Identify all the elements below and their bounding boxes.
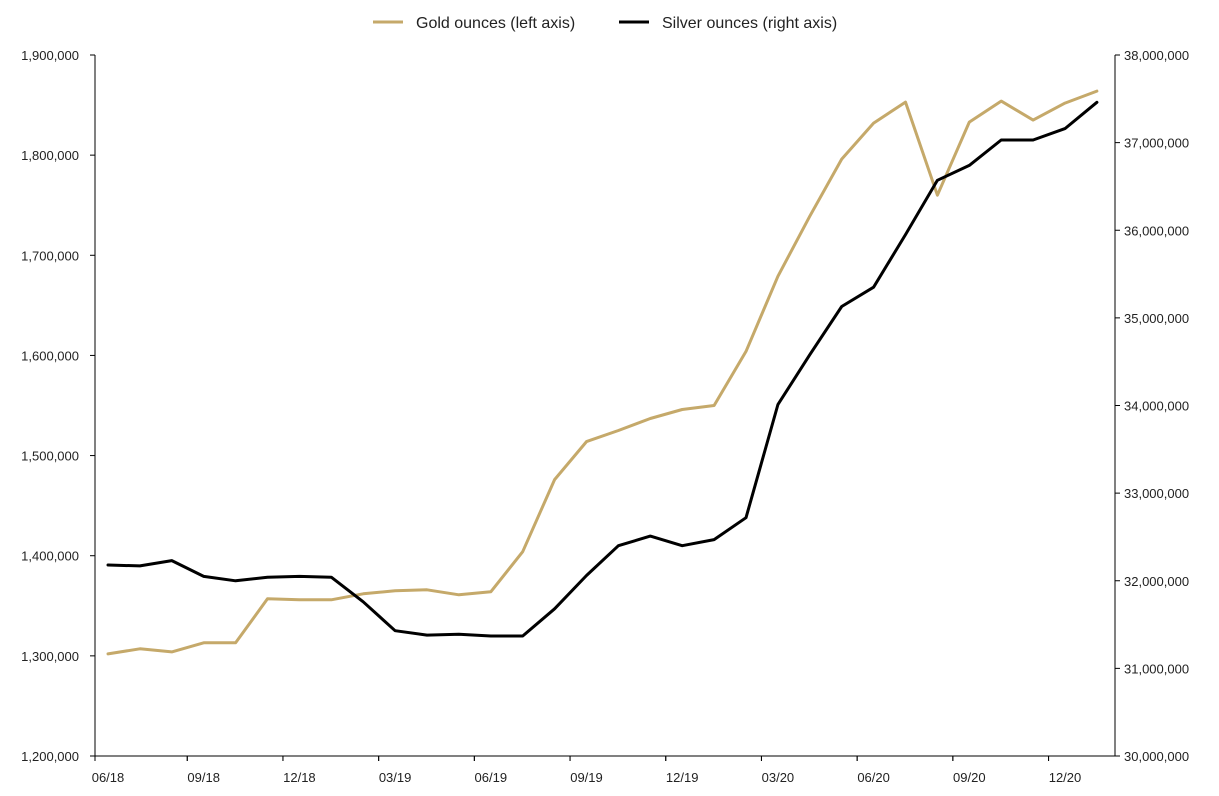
- series-line-silver: [106, 100, 1099, 638]
- left-tick-label: 1,400,000: [21, 549, 79, 564]
- right-tick-label: 30,000,000: [1124, 749, 1189, 764]
- right-axis-ticks: 30,000,000 31,000,000 32,000,000 33,000,000…: [1115, 48, 1189, 764]
- series-line-gold: [106, 89, 1099, 656]
- x-tick-label: 09/20: [953, 770, 986, 785]
- x-tick-label: 06/20: [857, 770, 890, 785]
- left-tick-label: 1,900,000: [21, 48, 79, 63]
- right-tick-label: 32,000,000: [1124, 574, 1189, 589]
- legend-label-gold: Gold ounces (left axis): [416, 15, 575, 32]
- right-tick-label: 34,000,000: [1124, 399, 1189, 414]
- left-tick-label: 1,800,000: [21, 148, 79, 163]
- right-tick-label: 38,000,000: [1124, 48, 1189, 63]
- right-tick-label: 33,000,000: [1124, 486, 1189, 501]
- left-tick-label: 1,500,000: [21, 449, 79, 464]
- x-tick-label: 06/19: [475, 770, 508, 785]
- left-tick-label: 1,600,000: [21, 348, 79, 363]
- axes: [94, 55, 1116, 757]
- x-tick-label: 06/18: [92, 770, 125, 785]
- right-tick-label: 35,000,000: [1124, 311, 1189, 326]
- right-tick-label: 36,000,000: [1124, 223, 1189, 238]
- left-tick-label: 1,300,000: [21, 649, 79, 664]
- x-tick-label: 03/20: [762, 770, 795, 785]
- left-tick-label: 1,700,000: [21, 248, 79, 263]
- right-tick-label: 37,000,000: [1124, 136, 1189, 151]
- x-axis-ticks: 06/18 09/18 12/18 03/19 06/19 09/19 12/19 03/20…: [92, 756, 1082, 785]
- legend: Gold ounces (left axis) Silver ounces (r…: [373, 15, 837, 32]
- x-tick-label: 09/19: [570, 770, 603, 785]
- series-layer: [106, 89, 1099, 656]
- x-tick-label: 03/19: [379, 770, 412, 785]
- legend-label-silver: Silver ounces (right axis): [662, 15, 837, 32]
- x-tick-label: 12/18: [283, 770, 316, 785]
- right-tick-label: 31,000,000: [1124, 661, 1189, 676]
- x-tick-label: 12/20: [1049, 770, 1082, 785]
- left-axis-ticks: 1,200,000 1,300,000 1,400,000 1,500,000 1,60…: [21, 48, 95, 764]
- x-tick-label: 09/18: [187, 770, 220, 785]
- x-tick-label: 12/19: [666, 770, 699, 785]
- left-tick-label: 1,200,000: [21, 749, 79, 764]
